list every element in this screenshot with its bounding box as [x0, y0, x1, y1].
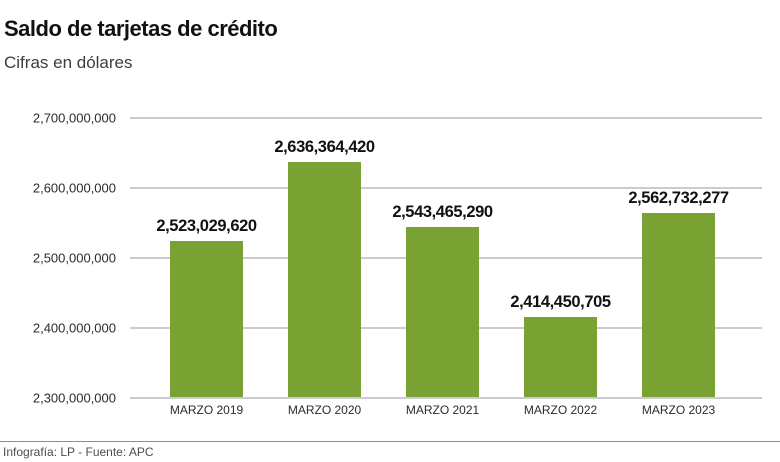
bar	[406, 226, 479, 397]
y-tick-label: 2,600,000,000	[32, 180, 116, 196]
bar	[524, 316, 597, 397]
bar	[170, 240, 243, 397]
x-tick-label: MARZO 2023	[641, 403, 716, 417]
x-tick-label: MARZO 2022	[523, 403, 598, 417]
bar-chart: 2,300,000,000 2,400,000,000 2,500,000,000 2…	[32, 110, 762, 417]
chart-subtitle: Cifras en dólares	[4, 53, 133, 72]
bar-value-label: 2,414,450,705	[510, 292, 611, 311]
footer-divider	[0, 441, 780, 442]
y-tick-label: 2,300,000,000	[32, 390, 116, 406]
bar	[642, 213, 715, 397]
source-credit: Infografía: LP - Fuente: APC	[3, 445, 154, 459]
bar-value-label: 2,562,732,277	[628, 189, 729, 208]
x-tick-label: MARZO 2020	[287, 403, 362, 417]
gridline	[130, 397, 762, 399]
y-tick-label: 2,400,000,000	[32, 320, 116, 336]
gridline	[130, 117, 762, 119]
x-tick-label: MARZO 2019	[169, 403, 244, 417]
bar-value-label: 2,636,364,420	[274, 137, 375, 156]
gridline	[130, 187, 762, 189]
x-tick-label: MARZO 2021	[405, 403, 480, 417]
y-tick-label: 2,700,000,000	[32, 110, 116, 126]
bar-value-label: 2,523,029,620	[156, 216, 257, 235]
bar-value-label: 2,543,465,290	[392, 202, 493, 221]
bar	[288, 161, 361, 397]
y-tick-label: 2,500,000,000	[32, 250, 116, 266]
chart-title: Saldo de tarjetas de crédito	[4, 15, 278, 41]
